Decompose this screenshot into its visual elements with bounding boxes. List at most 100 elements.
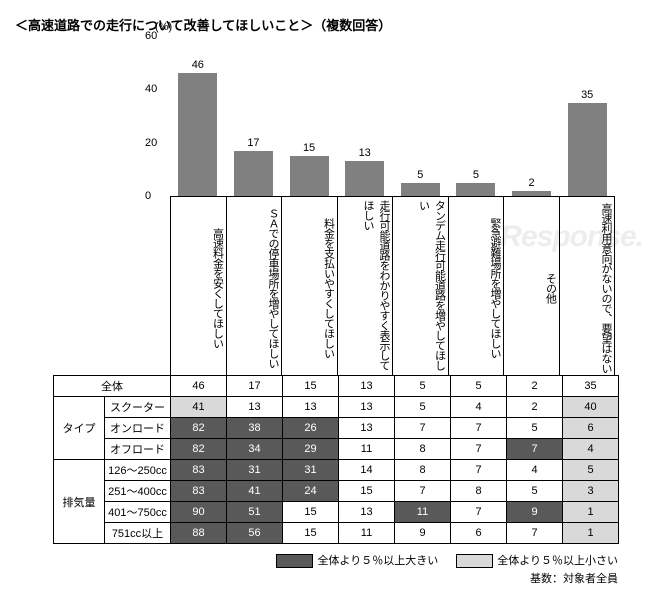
table-cell: 7 — [395, 481, 451, 502]
footnote: 基数：対象者全員 — [15, 570, 638, 586]
bar — [401, 183, 440, 196]
bar-column: 5 — [393, 36, 449, 196]
swatch-lo — [456, 554, 493, 568]
table-cell: 83 — [171, 481, 227, 502]
table-cell: 13 — [227, 397, 283, 418]
table-cell: 34 — [227, 439, 283, 460]
table-cell: 26 — [283, 418, 339, 439]
category-labels: 高速料金を安くしてほしいＳＡでの停車場所を増やしてほしい料金を支払いやすくしてほ… — [170, 197, 615, 375]
table-cell: 56 — [227, 523, 283, 544]
bar-value-label: 17 — [247, 137, 259, 149]
category-label: 料金を支払いやすくしてほしい — [282, 197, 338, 375]
bar-chart: (%) 0204060 4617151355235 高速料金を安くしてほしいＳＡ… — [145, 36, 615, 375]
table-cell: 1 — [563, 502, 619, 523]
table-cell: 5 — [507, 418, 563, 439]
table-cell: 83 — [171, 460, 227, 481]
table-cell: 13 — [339, 502, 395, 523]
bar-value-label: 2 — [529, 177, 535, 189]
table-cell: 8 — [395, 460, 451, 481]
table-cell: 5 — [563, 460, 619, 481]
bar-column: 15 — [281, 36, 337, 196]
y-tick: 60 — [145, 30, 157, 42]
bar — [178, 73, 217, 196]
table-cell: 5 — [451, 376, 507, 397]
table-cell: 82 — [171, 418, 227, 439]
data-table: 全体4617151355235タイプスクーター4113131354240オンロー… — [53, 375, 619, 544]
row-group-label: タイプ — [54, 397, 105, 460]
table-cell: 7 — [451, 460, 507, 481]
table-cell: 15 — [339, 481, 395, 502]
table-cell: 82 — [171, 439, 227, 460]
table-cell: 15 — [283, 502, 339, 523]
row-label: 401～750cc — [105, 502, 171, 523]
table-cell: 6 — [563, 418, 619, 439]
category-label: 高速料金を安くしてほしい — [170, 197, 227, 375]
table-cell: 1 — [563, 523, 619, 544]
table-cell: 5 — [395, 397, 451, 418]
category-label: 走行可能道路をわかりやすく表示してほしい — [338, 197, 394, 375]
table-cell: 4 — [563, 439, 619, 460]
table-cell: 24 — [283, 481, 339, 502]
y-tick: 20 — [145, 137, 157, 149]
row-label: 251～400cc — [105, 481, 171, 502]
table-cell: 8 — [451, 481, 507, 502]
table-cell: 8 — [395, 439, 451, 460]
table-cell: 3 — [563, 481, 619, 502]
table-cell: 5 — [507, 481, 563, 502]
table-cell: 6 — [451, 523, 507, 544]
table-cell: 38 — [227, 418, 283, 439]
bar-value-label: 5 — [473, 169, 479, 181]
bar-column: 46 — [170, 36, 226, 196]
legend-lo-label: 全体より５％以上小さい — [497, 555, 618, 567]
bar-column: 2 — [504, 36, 560, 196]
table-cell: 13 — [339, 376, 395, 397]
bar-value-label: 35 — [581, 89, 593, 101]
table-cell: 7 — [451, 418, 507, 439]
table-cell: 35 — [563, 376, 619, 397]
total-label: 全体 — [54, 376, 171, 397]
table-cell: 31 — [283, 460, 339, 481]
row-label: オンロード — [105, 418, 171, 439]
table-cell: 29 — [283, 439, 339, 460]
table-cell: 9 — [507, 502, 563, 523]
bar — [568, 103, 607, 196]
row-label: 126～250cc — [105, 460, 171, 481]
chart-title: ＜高速道路での走行について改善してほしいこと＞（複数回答） — [15, 15, 638, 34]
table-cell: 7 — [451, 439, 507, 460]
table-cell: 7 — [507, 523, 563, 544]
bar-value-label: 13 — [359, 147, 371, 159]
y-tick: 0 — [145, 190, 151, 202]
table-cell: 2 — [507, 376, 563, 397]
category-label: 高速利用意向がないので、要望はない — [560, 197, 616, 375]
bar-value-label: 15 — [303, 142, 315, 154]
table-cell: 31 — [227, 460, 283, 481]
legend-lo: 全体より５％以上小さい — [456, 552, 618, 568]
table-cell: 7 — [451, 502, 507, 523]
y-tick: 40 — [145, 83, 157, 95]
category-label: 緊急避難場所を増やしてほしい — [449, 197, 505, 375]
bar-column: 13 — [337, 36, 393, 196]
legend-hi: 全体より５％以上大きい — [276, 552, 438, 568]
category-label: その他 — [504, 197, 560, 375]
table-cell: 40 — [563, 397, 619, 418]
bars: 46 17 15 13 5 5 2 35 — [170, 36, 615, 196]
table-cell: 9 — [395, 523, 451, 544]
table-cell: 4 — [507, 460, 563, 481]
table-cell: 7 — [507, 439, 563, 460]
category-label: ＳＡでの停車場所を増やしてほしい — [227, 197, 283, 375]
legend: 全体より５％以上大きい 全体より５％以上小さい — [15, 552, 638, 568]
table-cell: 41 — [171, 397, 227, 418]
bar-column: 17 — [226, 36, 282, 196]
table-cell: 15 — [283, 523, 339, 544]
row-label: 751cc以上 — [105, 523, 171, 544]
table-cell: 11 — [339, 439, 395, 460]
plot-area: 0204060 4617151355235 — [170, 36, 615, 197]
bar — [234, 151, 273, 196]
table-cell: 7 — [395, 418, 451, 439]
bar — [512, 191, 551, 196]
bar — [456, 183, 495, 196]
bar-value-label: 46 — [192, 59, 204, 71]
bar — [345, 161, 384, 196]
row-label: スクーター — [105, 397, 171, 418]
bar-value-label: 5 — [417, 169, 423, 181]
